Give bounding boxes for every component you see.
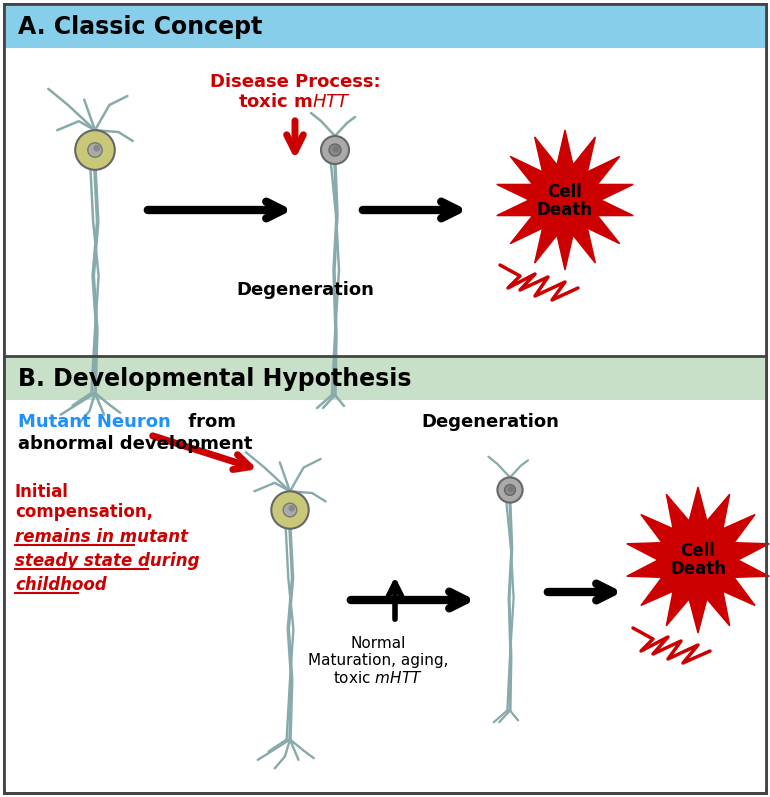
Text: childhood: childhood (15, 576, 106, 594)
Circle shape (94, 146, 99, 151)
Text: from: from (182, 413, 236, 431)
Text: toxic m$\it{HTT}$: toxic m$\it{HTT}$ (239, 93, 352, 111)
Text: compensation,: compensation, (15, 503, 153, 521)
Text: B. Developmental Hypothesis: B. Developmental Hypothesis (18, 367, 411, 391)
Circle shape (509, 487, 513, 491)
Circle shape (271, 491, 309, 528)
Text: Death: Death (670, 560, 726, 578)
Text: Degeneration: Degeneration (421, 413, 559, 431)
Text: Death: Death (537, 201, 593, 219)
Circle shape (283, 503, 296, 516)
Text: A. Classic Concept: A. Classic Concept (18, 15, 263, 39)
Text: Cell: Cell (547, 183, 582, 201)
FancyBboxPatch shape (4, 4, 766, 793)
FancyBboxPatch shape (4, 48, 766, 356)
Circle shape (329, 144, 341, 156)
FancyBboxPatch shape (4, 356, 766, 400)
Text: abnormal development: abnormal development (18, 435, 253, 453)
Polygon shape (497, 130, 633, 270)
Circle shape (504, 485, 515, 496)
Circle shape (333, 147, 339, 151)
Text: Initial: Initial (15, 483, 69, 501)
FancyBboxPatch shape (4, 400, 766, 790)
Text: Normal: Normal (350, 637, 406, 651)
Circle shape (497, 477, 523, 503)
Text: remains in mutant: remains in mutant (15, 528, 188, 546)
Text: Degeneration: Degeneration (236, 281, 374, 299)
Circle shape (75, 130, 115, 170)
Text: Maturation, aging,: Maturation, aging, (308, 654, 448, 669)
Text: toxic $\it{mHTT}$: toxic $\it{mHTT}$ (333, 670, 423, 686)
FancyBboxPatch shape (4, 4, 766, 48)
Text: Disease Process:: Disease Process: (209, 73, 380, 91)
Text: Mutant Neuron: Mutant Neuron (18, 413, 171, 431)
Text: steady state during: steady state during (15, 552, 199, 570)
Circle shape (290, 506, 294, 511)
Text: Cell: Cell (681, 542, 715, 560)
Polygon shape (627, 487, 769, 633)
Circle shape (88, 143, 102, 157)
Circle shape (321, 136, 349, 164)
